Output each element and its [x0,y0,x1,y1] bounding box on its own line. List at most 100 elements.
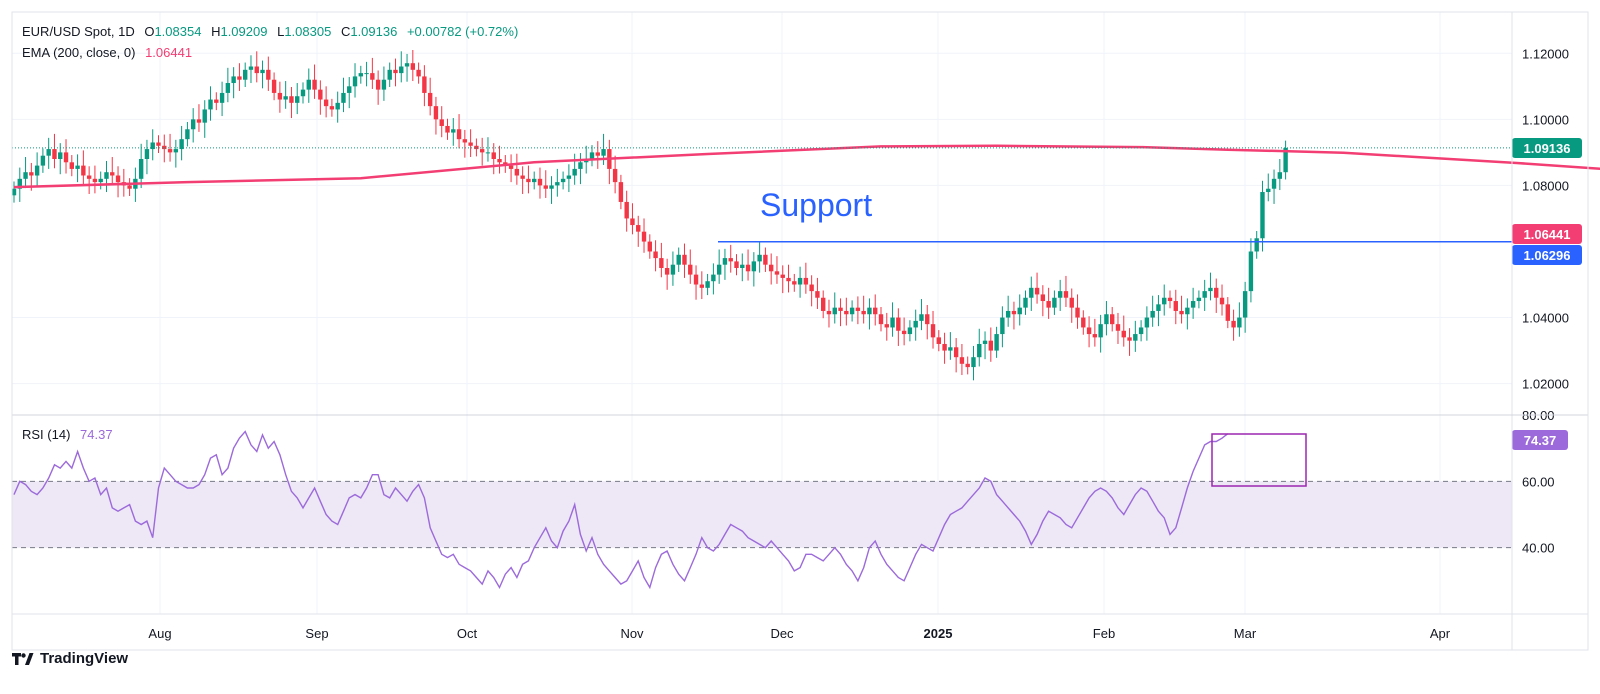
candle-body [110,172,115,176]
candle-body [630,218,635,226]
candle-body [878,314,884,325]
time-tick-label: Oct [457,626,478,641]
candle-body [751,261,757,272]
candle-body [29,172,34,176]
candle-body [1063,291,1069,298]
candle-body [491,152,496,159]
candle-body [786,277,791,282]
candle-body [745,264,751,272]
candle-body [532,178,537,183]
candle-body [243,69,248,80]
candle-body [323,99,329,107]
ema-badge [1512,224,1582,244]
price-axis: 1.12000 1.10000 1.08000 1.04000 1.02000 [1522,46,1569,391]
change-value: +0.00782 (+0.72%) [406,24,519,39]
candle-body [196,119,202,123]
candle-body [953,347,959,358]
candle-body [179,139,184,150]
candle-body [861,310,866,315]
candle-body [1150,310,1155,318]
candle-body [1017,307,1022,315]
candle-body [341,92,346,103]
candle-body [728,258,733,262]
price-tick-label: 1.12000 [1522,46,1569,61]
price-tick-label: 1.02000 [1522,377,1569,392]
candle-body [1167,297,1173,302]
ema-badge-text: 1.06441 [1524,227,1571,242]
rsi-legend-value: 74.37 [80,427,113,442]
candle-body [1242,291,1248,318]
candle-body [803,277,809,285]
candle-body [543,185,548,189]
candle-body [624,201,629,219]
support-badge-text: 1.06296 [1524,248,1571,263]
candle-body [925,314,930,325]
candle-body [329,106,335,110]
candle-body [387,69,392,80]
candle-body [462,139,468,143]
candle-body [81,165,86,176]
candle-body [1034,287,1040,295]
candle-body [127,185,132,189]
candle-body [17,178,22,189]
candle-body [427,92,433,107]
candle-body [913,320,918,328]
candle-body [416,69,421,77]
candle-body [306,79,311,90]
candle-body [456,129,462,140]
candle-body [1011,310,1017,315]
candle-body [555,182,560,186]
candle-body [208,99,213,110]
candle-body [1075,307,1080,318]
candle-body [266,69,271,80]
candle-body [451,129,456,133]
candle-body [104,172,109,179]
time-tick-label: 2025 [924,626,953,641]
candlestick-series [11,49,1288,381]
candle-body [381,79,387,90]
candle-body [474,145,479,150]
candle-body [138,158,144,179]
rsi-tick-label: 40.00 [1522,541,1555,556]
candle-body [693,274,699,285]
candle-body [821,297,826,311]
candle-body [1225,304,1230,321]
candle-body [1104,314,1109,325]
candle-body [439,119,444,126]
candle-body [641,231,647,242]
candle-body [977,343,982,358]
time-tick-label: Sep [305,626,328,641]
price-badges: 1.09136 1.06441 1.06296 74.37 [1512,138,1582,450]
candle-body [971,357,976,368]
candle-body [433,106,439,120]
low-label: L [277,24,285,39]
candle-body [46,149,51,156]
candle-body [873,307,878,315]
candle-body [1190,301,1196,308]
candle-body [711,274,716,282]
candle-body [797,277,803,285]
price-tick-label: 1.10000 [1522,112,1569,127]
rsi-legend: RSI (14) 74.37 [22,427,119,442]
candle-body [832,307,837,315]
candle-body [497,158,502,163]
candle-body [277,92,283,100]
tradingview-logo[interactable]: TradingView [12,650,128,667]
candle-body [1179,310,1184,315]
open-value: 1.08354 [154,24,202,39]
ohlc-high: H1.09209 [211,24,267,39]
ohlc-close: C1.09136 [341,24,397,39]
candle-body [98,178,103,183]
rsi-tick-label: 60.00 [1522,474,1555,489]
candle-body [92,178,98,183]
rsi-badge-text: 74.37 [1524,433,1557,448]
candle-body [479,149,485,153]
candle-body [202,109,207,123]
ema-200-line [13,144,1600,189]
ema-legend-value: 1.06441 [145,45,193,60]
candle-body [1005,310,1011,318]
candle-body [768,264,774,272]
candle-body [1231,320,1236,328]
candle-body [855,307,861,311]
time-tick-label: Apr [1430,626,1451,641]
